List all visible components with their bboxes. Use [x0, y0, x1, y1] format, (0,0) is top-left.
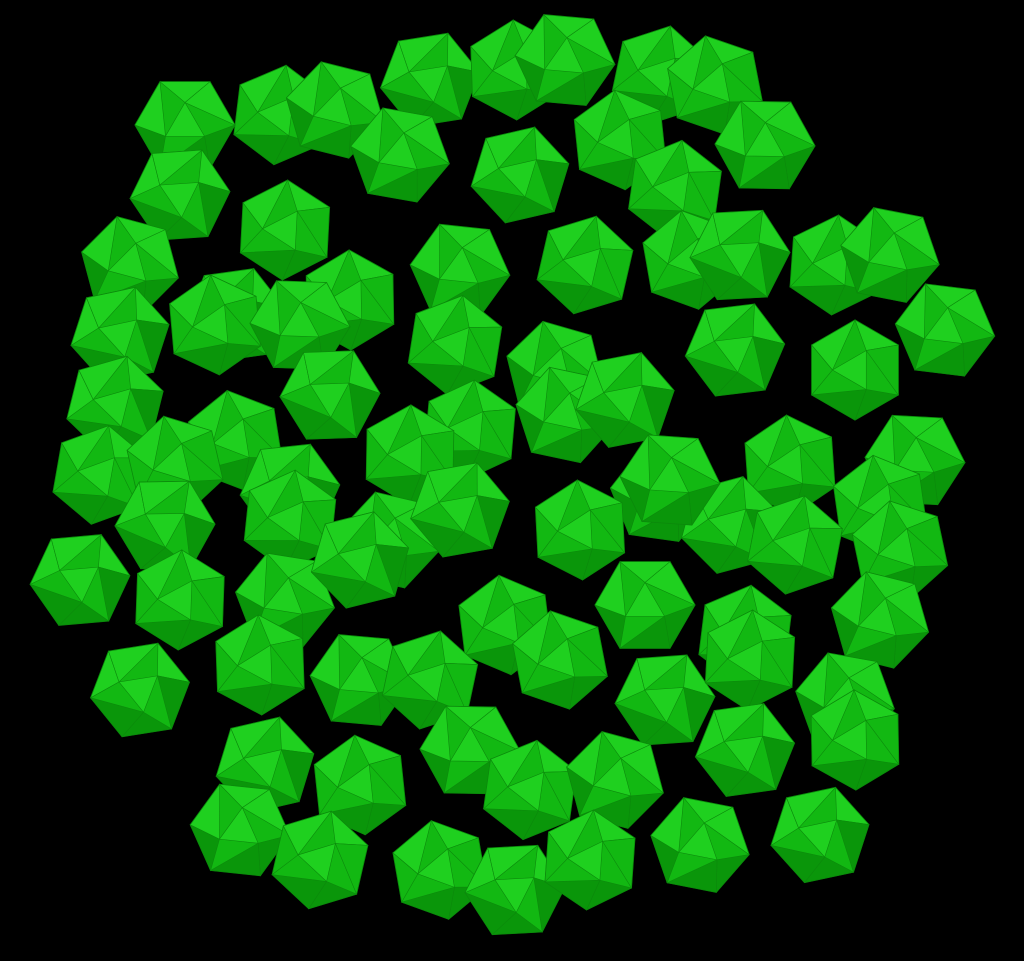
icosahedron [810, 319, 900, 421]
icosahedron [482, 739, 578, 841]
icosahedron [566, 730, 665, 830]
icosahedron [714, 100, 816, 190]
icosahedron [512, 610, 609, 710]
icosahedron [89, 642, 191, 738]
icosahedron [310, 511, 410, 609]
icosahedron [29, 533, 131, 626]
icosahedron [704, 609, 796, 711]
icosahedron [619, 434, 721, 526]
icosahedron [689, 209, 791, 301]
icosahedron [350, 107, 451, 203]
icosahedron [279, 349, 381, 440]
icosahedron [52, 424, 148, 525]
icosahedron [514, 13, 616, 107]
icosahedron [189, 783, 291, 877]
icosahedron [534, 479, 626, 581]
icosahedron [840, 206, 940, 304]
icosahedron [746, 495, 844, 595]
icosahedron [392, 819, 488, 921]
icosahedron [381, 630, 479, 730]
icosahedron [684, 303, 786, 397]
icosahedron [810, 689, 900, 791]
icosahedron [575, 351, 675, 448]
icosahedron [744, 414, 836, 516]
icosahedron [594, 560, 696, 650]
icosahedron [470, 126, 570, 224]
icosahedron [407, 294, 503, 395]
icosahedron [894, 283, 996, 377]
icosahedron [770, 786, 870, 884]
icosahedron [70, 286, 170, 384]
icosahedron [614, 654, 716, 746]
icosahedron [544, 809, 636, 911]
icosahedron [243, 469, 337, 571]
icosahedron [215, 614, 306, 716]
icosahedron [694, 702, 796, 797]
icosahedron [169, 274, 262, 376]
icosahedron [271, 810, 369, 910]
icosahedron [249, 279, 351, 371]
icosahedron [134, 549, 226, 651]
icosahedron [313, 734, 407, 836]
icosahedron [830, 571, 930, 669]
icosahedron [409, 462, 511, 558]
icosahedron [409, 223, 511, 317]
icosahedron [650, 796, 750, 894]
icosahedron [536, 215, 634, 315]
icosahedron [239, 179, 331, 281]
